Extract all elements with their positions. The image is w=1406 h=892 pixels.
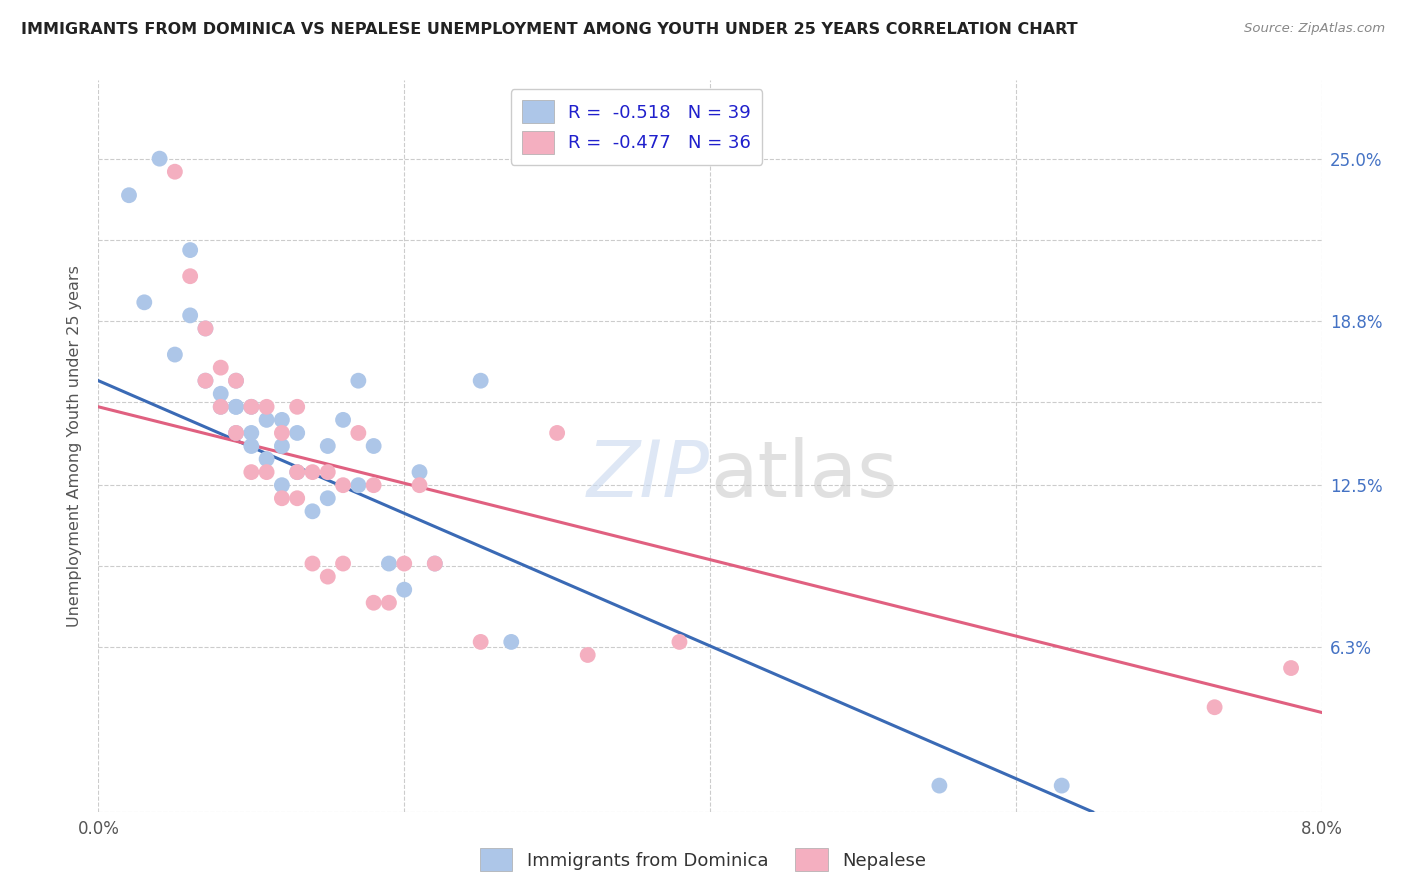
Point xyxy=(209,400,232,414)
Point xyxy=(332,557,354,571)
Point xyxy=(225,374,247,388)
Point xyxy=(194,321,217,335)
Point xyxy=(1279,661,1302,675)
Point xyxy=(194,374,217,388)
Point xyxy=(285,465,308,479)
Point xyxy=(363,596,385,610)
Point xyxy=(256,413,278,427)
Point xyxy=(240,439,263,453)
Point xyxy=(1204,700,1226,714)
Point xyxy=(392,557,416,571)
Point xyxy=(194,321,217,335)
Text: Source: ZipAtlas.com: Source: ZipAtlas.com xyxy=(1244,22,1385,36)
Legend: Immigrants from Dominica, Nepalese: Immigrants from Dominica, Nepalese xyxy=(472,841,934,879)
Legend: R =  -0.518   N = 39, R =  -0.477   N = 36: R = -0.518 N = 39, R = -0.477 N = 36 xyxy=(510,89,762,165)
Point xyxy=(209,386,232,401)
Point xyxy=(179,269,201,284)
Point xyxy=(392,582,416,597)
Point xyxy=(163,348,186,362)
Text: atlas: atlas xyxy=(710,437,897,513)
Point xyxy=(134,295,156,310)
Point xyxy=(209,360,232,375)
Point xyxy=(149,152,172,166)
Point xyxy=(378,557,401,571)
Point xyxy=(1050,779,1073,793)
Point xyxy=(240,465,263,479)
Point xyxy=(332,413,354,427)
Point xyxy=(225,400,247,414)
Point xyxy=(470,635,492,649)
Point xyxy=(347,478,370,492)
Point xyxy=(470,374,492,388)
Point xyxy=(270,413,294,427)
Point xyxy=(270,491,294,506)
Point xyxy=(285,425,308,440)
Point xyxy=(225,374,247,388)
Point xyxy=(270,439,294,453)
Point xyxy=(501,635,523,649)
Point xyxy=(546,425,568,440)
Point xyxy=(668,635,690,649)
Point xyxy=(301,557,323,571)
Point xyxy=(240,400,263,414)
Point xyxy=(209,400,232,414)
Point xyxy=(270,425,294,440)
Point xyxy=(285,465,308,479)
Point xyxy=(347,374,370,388)
Point xyxy=(256,400,278,414)
Point xyxy=(225,400,247,414)
Point xyxy=(316,569,339,583)
Point xyxy=(408,478,430,492)
Point xyxy=(194,374,217,388)
Point xyxy=(576,648,599,662)
Point xyxy=(240,400,263,414)
Point xyxy=(423,557,446,571)
Point xyxy=(225,425,247,440)
Point xyxy=(163,165,186,179)
Point xyxy=(408,465,430,479)
Text: ZIP: ZIP xyxy=(588,437,710,513)
Point xyxy=(928,779,950,793)
Point xyxy=(240,425,263,440)
Point xyxy=(256,465,278,479)
Point xyxy=(347,425,370,440)
Point xyxy=(256,452,278,467)
Point xyxy=(316,491,339,506)
Point xyxy=(423,557,446,571)
Point xyxy=(179,309,201,323)
Point xyxy=(179,243,201,257)
Text: IMMIGRANTS FROM DOMINICA VS NEPALESE UNEMPLOYMENT AMONG YOUTH UNDER 25 YEARS COR: IMMIGRANTS FROM DOMINICA VS NEPALESE UNE… xyxy=(21,22,1078,37)
Point xyxy=(363,439,385,453)
Point xyxy=(332,478,354,492)
Point xyxy=(301,504,323,518)
Y-axis label: Unemployment Among Youth under 25 years: Unemployment Among Youth under 25 years xyxy=(67,265,83,627)
Point xyxy=(285,400,308,414)
Point xyxy=(378,596,401,610)
Point xyxy=(118,188,141,202)
Point xyxy=(316,465,339,479)
Point xyxy=(270,478,294,492)
Point xyxy=(301,465,323,479)
Point xyxy=(363,478,385,492)
Point xyxy=(316,439,339,453)
Point xyxy=(285,491,308,506)
Point xyxy=(225,425,247,440)
